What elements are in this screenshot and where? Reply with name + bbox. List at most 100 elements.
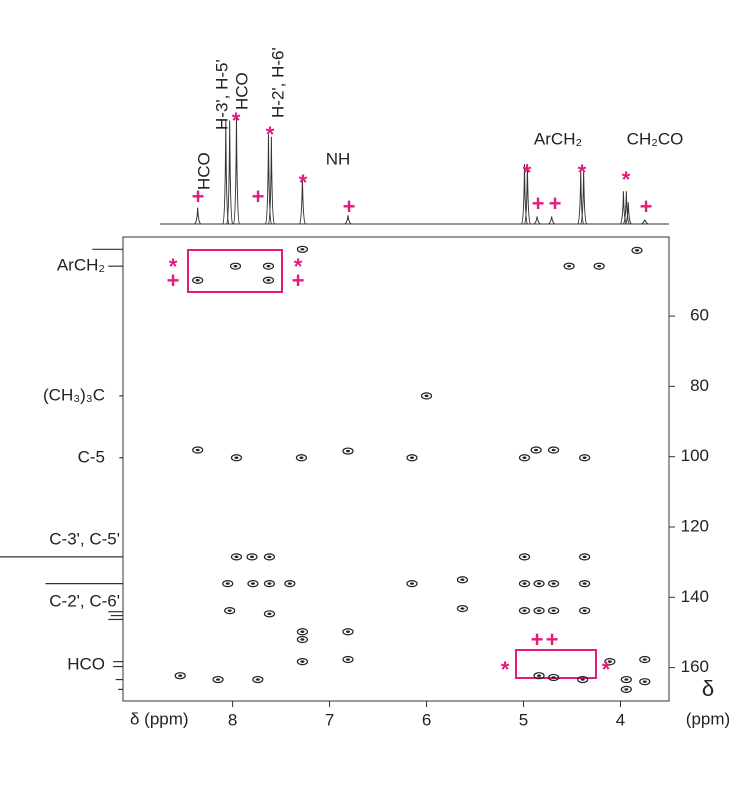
- cross-peak: [296, 658, 309, 666]
- cross-peak-core: [582, 456, 587, 459]
- cross-peak-core: [537, 674, 542, 677]
- cross-peak: [563, 262, 575, 270]
- x-tick-label: 4: [616, 710, 625, 729]
- proton-label: NH: [326, 149, 351, 168]
- cross-peak-core: [642, 658, 647, 661]
- cross-peak-core: [551, 582, 556, 585]
- x-axis-label: δ (ppm): [130, 709, 189, 728]
- cross-peak: [547, 579, 560, 588]
- proton-peak: [619, 191, 627, 225]
- cross-peak-core: [300, 660, 305, 663]
- cross-peak: [518, 607, 531, 615]
- proton-peak: [548, 216, 555, 225]
- proton-peak: [624, 202, 632, 225]
- x-tick-label: 7: [325, 710, 334, 729]
- cross-peak-core: [300, 248, 305, 251]
- cross-peak: [192, 276, 204, 284]
- cross-peak-core: [460, 607, 465, 610]
- cross-peak: [631, 246, 643, 254]
- cross-peak: [530, 446, 542, 454]
- cross-peak-core: [642, 680, 647, 683]
- cross-peak: [342, 655, 354, 664]
- proton-label: HCO: [232, 72, 251, 110]
- cross-peak-core: [567, 264, 572, 268]
- cross-peak-core: [522, 582, 527, 585]
- cross-peak-core: [267, 612, 272, 616]
- y-tick-label: 60: [690, 306, 709, 325]
- annotation-marker: +: [343, 194, 356, 219]
- cross-peak: [342, 628, 354, 636]
- cross-peak-core: [624, 678, 629, 681]
- y-axis-label: δ: [702, 676, 714, 701]
- cross-peak: [547, 446, 560, 454]
- cross-peak: [579, 553, 591, 561]
- cross-peak-core: [551, 609, 556, 612]
- carbon-label: (CH₃)₃C: [43, 385, 105, 404]
- cross-peak: [579, 607, 591, 615]
- cross-peak-core: [250, 582, 255, 585]
- proton-label: H-3', H-5': [212, 59, 231, 130]
- cross-peak: [533, 607, 545, 615]
- cross-peak: [420, 392, 433, 400]
- annotation-marker: *: [266, 122, 275, 147]
- proton-label: CH₂CO: [627, 129, 684, 148]
- proton-peak: [580, 169, 588, 225]
- proton-peak: [298, 174, 306, 225]
- x-tick-label: 5: [519, 710, 528, 729]
- cross-peak-core: [424, 394, 429, 398]
- cross-peak-core: [345, 449, 350, 453]
- cross-peak-core: [234, 555, 239, 559]
- cross-peak-core: [522, 609, 527, 612]
- cross-peak: [230, 553, 243, 561]
- cross-peak: [406, 454, 418, 462]
- cross-peak-core: [266, 264, 271, 268]
- annotation-marker: +: [549, 191, 562, 216]
- annotation-marker: +: [252, 184, 265, 209]
- proton-peak: [523, 164, 531, 225]
- cross-peak: [620, 675, 632, 684]
- carbon-label: C-2', C-6': [49, 591, 120, 610]
- cross-peak-core: [195, 448, 200, 452]
- cross-peak: [246, 553, 258, 561]
- proton-peak: [533, 216, 541, 225]
- proton-peak: [194, 207, 202, 225]
- cross-peak: [263, 553, 276, 561]
- cross-peak-core: [234, 456, 239, 459]
- cross-peak-core: [534, 448, 539, 452]
- annotation-marker: +: [531, 627, 544, 652]
- cross-peak: [406, 579, 418, 588]
- cross-peak: [604, 658, 616, 666]
- annotation-marker: *: [232, 108, 241, 133]
- x-tick-label: 6: [422, 710, 431, 729]
- cross-peak-core: [537, 609, 542, 612]
- proton-label: ArCH₂: [534, 129, 582, 148]
- cross-peak: [247, 579, 259, 588]
- cross-peak: [229, 262, 242, 270]
- cross-peak-core: [345, 658, 350, 661]
- cross-peak-core: [216, 678, 221, 681]
- cross-peak: [222, 579, 234, 588]
- cross-peak: [639, 678, 651, 686]
- cross-peak: [284, 579, 296, 588]
- cross-peak: [296, 628, 309, 636]
- proton-peak: [521, 164, 528, 225]
- cross-peak-core: [300, 630, 305, 633]
- proton-peak: [577, 169, 585, 225]
- y-tick-label: 120: [681, 516, 709, 535]
- cross-peak-core: [607, 660, 612, 663]
- cross-peak-core: [634, 249, 639, 252]
- cross-peak-core: [249, 555, 254, 559]
- cross-peak: [579, 454, 591, 462]
- cross-peak: [547, 673, 560, 682]
- cross-peak: [456, 604, 469, 613]
- cross-peak-core: [522, 456, 527, 459]
- cross-peak-core: [597, 264, 602, 268]
- proton-label: HCO: [194, 152, 213, 190]
- cross-peak: [263, 579, 276, 588]
- proton-peak: [344, 215, 352, 225]
- cross-peak: [262, 276, 275, 284]
- proton-label: H-2', H-6': [268, 47, 287, 118]
- proton-peak: [641, 219, 649, 225]
- annotation-marker: *: [523, 160, 532, 185]
